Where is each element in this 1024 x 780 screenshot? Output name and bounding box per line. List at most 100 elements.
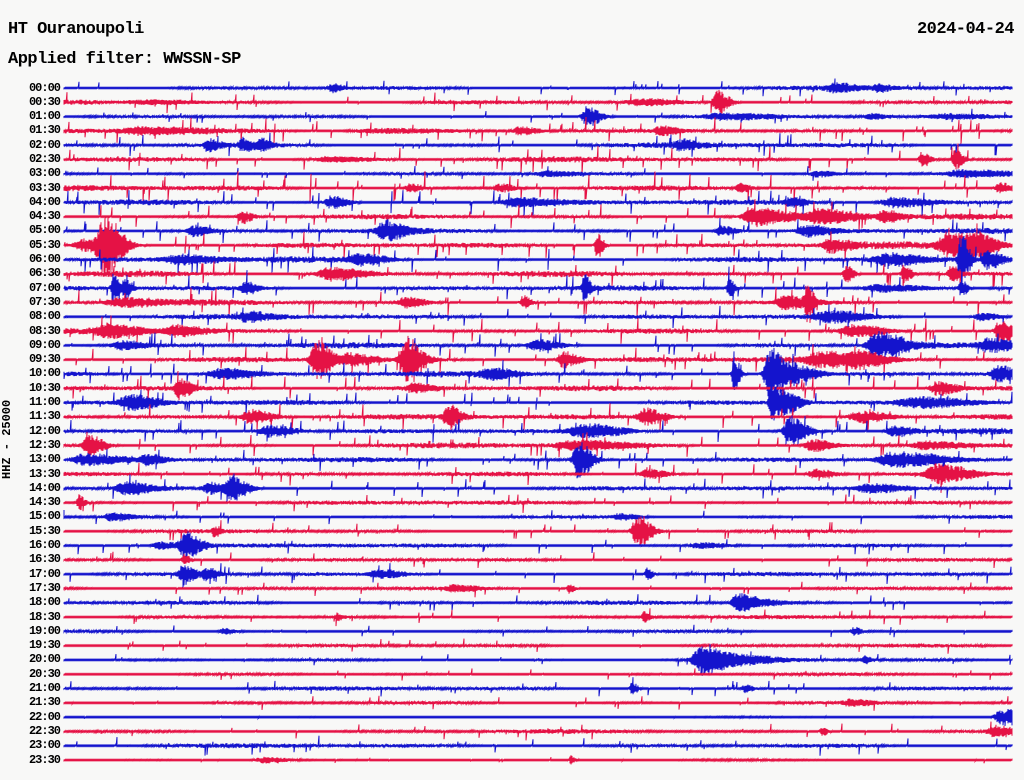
seismogram-trace-02-30 <box>63 143 1013 174</box>
time-label: 18:30 <box>28 609 61 624</box>
seismogram-trace-17-30 <box>63 581 1013 598</box>
seismogram-trace-18-30 <box>63 608 1013 627</box>
seismogram-trace-02-00 <box>63 132 1013 157</box>
seismogram-trace-05-00 <box>63 217 1013 244</box>
seismogram-trace-03-30 <box>63 171 1013 204</box>
time-label: 12:00 <box>28 423 61 438</box>
seismogram-trace-04-00 <box>63 190 1013 219</box>
time-label: 20:30 <box>28 666 61 681</box>
time-label: 15:30 <box>28 523 61 538</box>
time-label: 11:00 <box>28 395 61 410</box>
seismogram-trace-01-30 <box>63 116 1013 145</box>
time-label: 17:00 <box>28 566 61 581</box>
time-label: 22:00 <box>28 709 61 724</box>
seismogram-trace-12-30 <box>63 431 1013 458</box>
seismogram-trace-21-00 <box>63 677 1013 697</box>
seismogram-trace-00-30 <box>63 89 1013 114</box>
seismogram-trace-08-00 <box>63 304 1013 330</box>
date-label: 2024-04-24 <box>916 20 1015 39</box>
time-label: 23:00 <box>28 738 61 753</box>
seismogram-trace-19-30 <box>63 638 1013 654</box>
station-title: HT Ouranoupoli <box>8 20 144 39</box>
seismogram-trace-01-00 <box>63 106 1013 127</box>
seismogram-trace-10-00 <box>63 347 1013 397</box>
seismogram-trace-11-30 <box>63 403 1013 432</box>
time-label: 09:30 <box>28 352 61 367</box>
time-label: 03:00 <box>28 166 61 181</box>
time-label: 19:00 <box>28 623 61 638</box>
time-label: 12:30 <box>28 437 61 452</box>
time-label: 06:30 <box>28 266 61 281</box>
time-label: 15:00 <box>28 509 61 524</box>
time-label: 13:00 <box>28 452 61 467</box>
time-label: 17:30 <box>28 580 61 595</box>
time-label: 23:30 <box>28 752 61 767</box>
seismogram-trace-05-30 <box>63 216 1013 275</box>
time-label: 13:30 <box>28 466 61 481</box>
time-label: 08:00 <box>28 309 61 324</box>
time-label: 00:30 <box>28 94 61 109</box>
seismogram-trace-12-00 <box>63 415 1013 446</box>
seismogram-trace-09-30 <box>63 335 1013 383</box>
seismogram-trace-22-00 <box>63 708 1013 727</box>
seismogram-trace-14-30 <box>63 494 1013 513</box>
time-label: 05:30 <box>28 237 61 252</box>
time-label: 14:30 <box>28 495 61 510</box>
time-label: 00:00 <box>28 80 61 95</box>
time-label: 02:30 <box>28 151 61 166</box>
time-label: 22:30 <box>28 723 61 738</box>
seismogram-trace-00-00 <box>63 78 1013 97</box>
seismogram-trace-06-00 <box>63 235 1013 285</box>
time-label: 09:00 <box>28 337 61 352</box>
time-label: 19:30 <box>28 638 61 653</box>
time-label: 08:30 <box>28 323 61 338</box>
seismogram-trace-14-00 <box>63 473 1013 504</box>
time-label: 01:00 <box>28 109 61 124</box>
seismogram-trace-06-30 <box>63 261 1013 292</box>
filter-label: Applied filter: WWSSN-SP <box>8 50 241 69</box>
time-label: 20:00 <box>28 652 61 667</box>
time-label: 04:00 <box>28 194 61 209</box>
time-label: 14:00 <box>28 480 61 495</box>
seismogram-trace-23-30 <box>63 755 1013 765</box>
seismogram-trace-07-00 <box>63 266 1013 304</box>
time-label: 11:30 <box>28 409 61 424</box>
seismogram-trace-19-00 <box>63 624 1013 638</box>
time-label: 03:30 <box>28 180 61 195</box>
seismogram-trace-18-00 <box>63 593 1013 612</box>
time-label: 21:30 <box>28 695 61 710</box>
time-label: 06:00 <box>28 252 61 267</box>
seismogram-trace-13-00 <box>63 442 1013 479</box>
seismogram-trace-21-30 <box>63 695 1013 711</box>
seismogram-trace-08-30 <box>63 315 1013 345</box>
time-label: 16:30 <box>28 552 61 567</box>
time-label: 18:00 <box>28 595 61 610</box>
seismogram-trace-16-00 <box>63 531 1013 561</box>
time-label: 16:00 <box>28 538 61 553</box>
seismogram-trace-15-00 <box>63 510 1013 525</box>
seismogram-trace-22-30 <box>63 721 1013 741</box>
time-label: 01:30 <box>28 123 61 138</box>
seismogram-trace-23-00 <box>63 735 1013 756</box>
time-label: 10:30 <box>28 380 61 395</box>
time-label: 04:30 <box>28 209 61 224</box>
time-label: 07:00 <box>28 280 61 295</box>
seismogram-trace-16-30 <box>63 551 1013 569</box>
time-label: 10:00 <box>28 366 61 381</box>
seismogram-trace-09-00 <box>63 330 1013 363</box>
seismogram-trace-10-30 <box>63 370 1013 401</box>
seismogram-trace-07-30 <box>63 285 1013 323</box>
seismogram-trace-13-30 <box>63 462 1013 493</box>
seismogram-trace-04-30 <box>63 199 1013 231</box>
time-label: 07:30 <box>28 294 61 309</box>
seismogram-trace-03-00 <box>63 165 1013 181</box>
seismogram-trace-17-00 <box>63 563 1013 589</box>
seismogram-trace-11-00 <box>63 383 1013 421</box>
time-label: 21:00 <box>28 681 61 696</box>
seismogram-trace-20-00 <box>63 644 1013 676</box>
seismogram-trace-20-30 <box>63 668 1013 681</box>
time-label: 02:00 <box>28 137 61 152</box>
seismogram-trace-15-30 <box>63 516 1013 547</box>
time-label: 05:00 <box>28 223 61 238</box>
